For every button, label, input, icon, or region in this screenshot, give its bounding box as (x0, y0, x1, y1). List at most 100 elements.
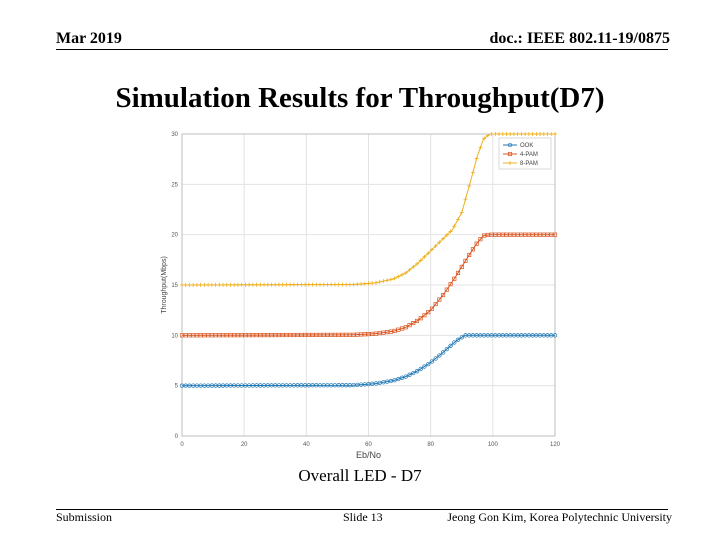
x-tick-label: 20 (241, 442, 248, 448)
y-tick-label: 25 (171, 182, 178, 188)
data-point (243, 282, 248, 287)
data-point (221, 282, 226, 287)
data-point (400, 272, 405, 277)
data-point (217, 282, 222, 287)
data-point (414, 261, 419, 266)
data-point (273, 282, 278, 287)
data-point (258, 282, 263, 287)
data-point (318, 282, 323, 287)
y-axis-label: Throughput(Mbps) (161, 256, 168, 314)
data-point (351, 282, 356, 287)
data-point (448, 229, 453, 234)
data-point (470, 247, 475, 252)
data-point (336, 282, 341, 287)
data-point (235, 282, 240, 287)
data-point (385, 278, 390, 283)
header-date: Mar 2019 (56, 30, 122, 47)
data-point (414, 369, 420, 374)
data-point (452, 340, 457, 345)
data-point (519, 132, 524, 136)
data-point (373, 280, 378, 285)
data-point (463, 197, 468, 202)
data-point (355, 282, 360, 287)
data-point (362, 281, 367, 286)
data-point (359, 281, 364, 286)
data-point (299, 282, 304, 287)
data-point (340, 282, 345, 287)
data-point (448, 343, 453, 348)
data-point (463, 258, 468, 263)
data-point (534, 132, 539, 136)
legend-marker (507, 142, 513, 148)
data-point (433, 356, 438, 361)
chart-series (179, 132, 558, 388)
legend-label: 8-PAM (520, 161, 538, 167)
data-point (426, 251, 431, 256)
data-point (262, 282, 267, 287)
data-point (332, 282, 337, 287)
footer-author: Jeong Gon Kim, Korea Polytechnic Univers… (447, 510, 672, 524)
data-point (422, 254, 427, 259)
data-point (441, 293, 446, 298)
series-8-pam (180, 132, 557, 287)
footer-slide-number: Slide 13 (343, 510, 383, 524)
data-point (183, 282, 188, 287)
data-point (403, 325, 408, 330)
data-point (552, 333, 558, 338)
data-point (250, 282, 255, 287)
data-point (459, 210, 464, 215)
y-tick-label: 15 (171, 283, 178, 289)
data-point (191, 282, 196, 287)
x-tick-label: 120 (550, 442, 561, 448)
x-tick-label: 0 (180, 442, 184, 448)
data-point (396, 376, 401, 382)
data-point (265, 282, 270, 287)
data-point (247, 282, 252, 287)
data-point (456, 217, 461, 222)
data-point (213, 282, 218, 287)
data-point (403, 270, 408, 275)
data-point (288, 282, 293, 287)
data-point (407, 267, 412, 272)
data-point (411, 321, 416, 326)
data-point (392, 378, 397, 383)
data-point (441, 236, 446, 241)
data-point (530, 132, 535, 136)
data-point (444, 346, 449, 352)
data-point (392, 276, 397, 281)
data-point (403, 374, 408, 379)
data-point (291, 282, 296, 287)
data-point (194, 282, 199, 287)
data-point (474, 241, 479, 246)
data-point (489, 132, 494, 136)
x-tick-label: 40 (303, 442, 310, 448)
chart-legend: OOK 4-PAM 8-PAM (498, 137, 552, 170)
data-point (228, 282, 233, 287)
legend-marker (508, 161, 512, 165)
data-point (478, 145, 483, 150)
x-tick-label: 80 (427, 442, 434, 448)
data-point (467, 183, 472, 188)
data-point (467, 252, 472, 257)
data-point (452, 224, 457, 229)
data-point (377, 279, 382, 284)
data-point (303, 282, 308, 287)
data-point (407, 372, 412, 377)
data-point (295, 282, 300, 287)
data-point (455, 337, 461, 342)
data-point (433, 302, 438, 307)
data-point (508, 132, 513, 136)
data-point (437, 297, 442, 302)
data-point (399, 375, 405, 380)
data-point (549, 132, 554, 136)
slide-title: Simulation Results for Throughput(D7) (115, 82, 605, 114)
data-point (224, 282, 229, 287)
data-point (429, 306, 434, 311)
series-4-pam (179, 232, 558, 338)
data-point (526, 132, 531, 136)
data-point (541, 132, 546, 136)
header-rule (56, 49, 668, 50)
data-point (552, 232, 558, 237)
figure-caption: Overall LED - D7 (298, 466, 422, 485)
data-point (459, 335, 464, 340)
